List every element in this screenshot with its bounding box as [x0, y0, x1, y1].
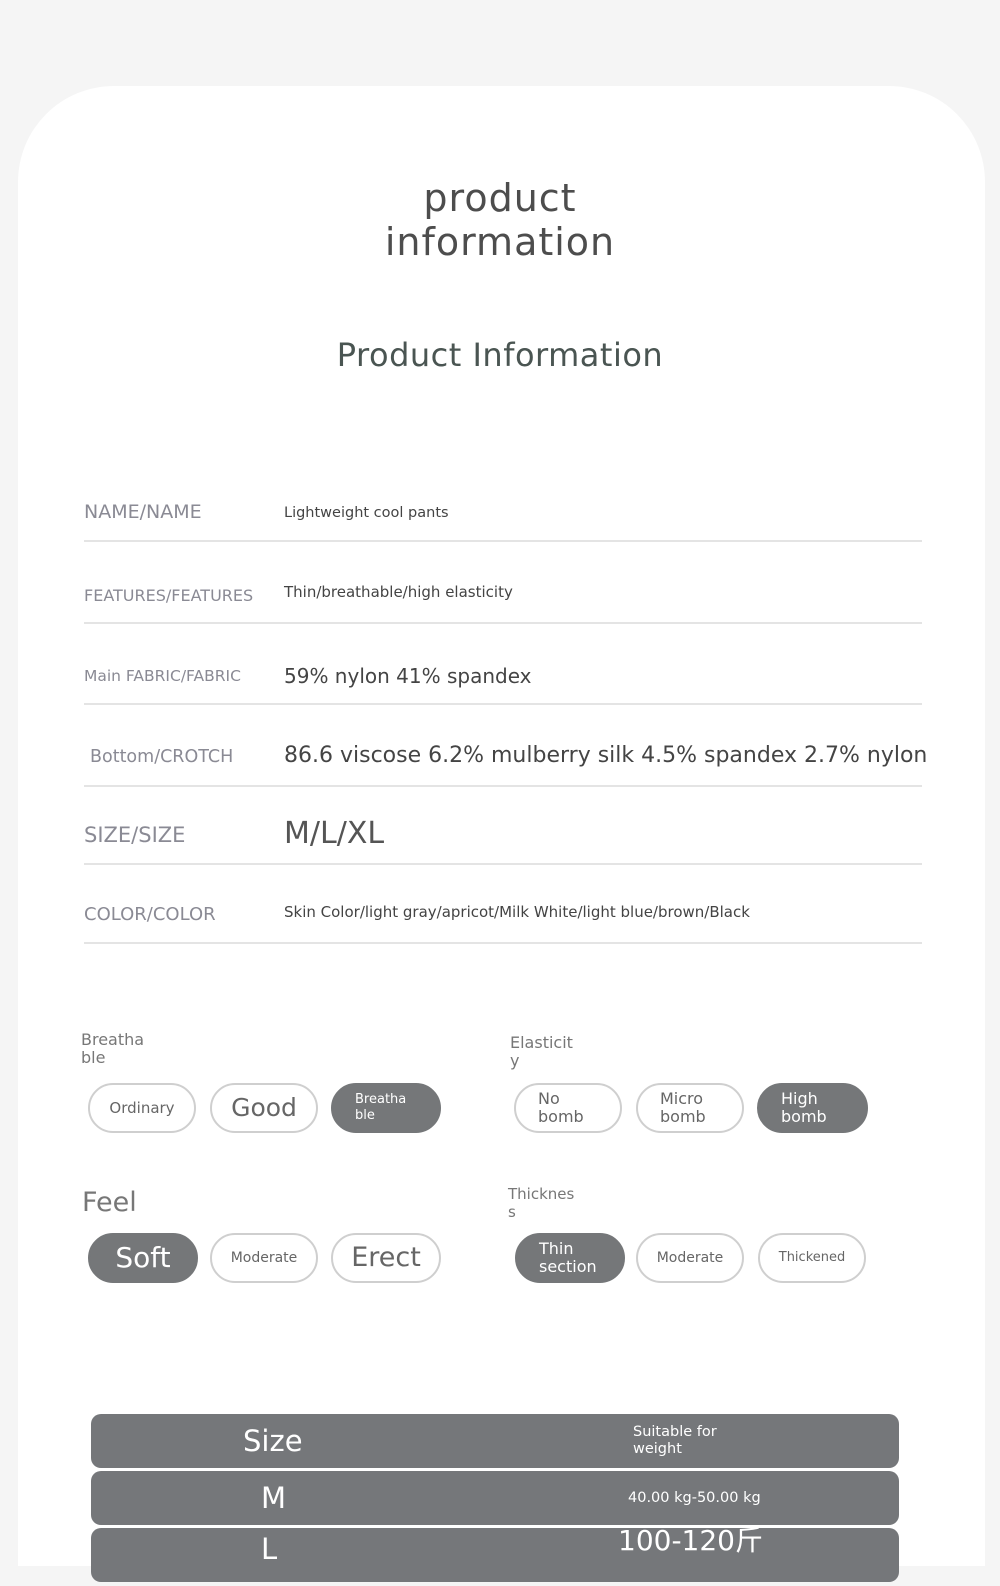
info-value: M/L/XL — [284, 816, 385, 851]
info-value: Thin/breathable/high elasticity — [284, 583, 513, 601]
info-row-color: COLOR/COLOR Skin Color/light gray/aprico… — [84, 902, 922, 944]
breathable-title: Breatha ble — [81, 1030, 145, 1067]
elasticity-option-no-bomb[interactable]: No bomb — [514, 1083, 622, 1133]
weight-header-label: Suitable for weight — [633, 1424, 717, 1457]
info-row-crotch: Bottom/CROTCH 86.6 viscose 6.2% mulberry… — [84, 742, 927, 787]
weight-cell: 40.00 kg-50.00 kg — [628, 1489, 761, 1506]
thickness-option-thin-section[interactable]: Thin section — [515, 1233, 625, 1283]
info-label: Main FABRIC/FABRIC — [84, 667, 241, 685]
info-label: NAME/NAME — [84, 501, 202, 523]
elasticity-option-high-bomb[interactable]: High bomb — [757, 1083, 868, 1133]
feel-option-moderate[interactable]: Moderate — [210, 1233, 318, 1283]
info-label: FEATURES/FEATURES — [84, 586, 254, 605]
thickness-option-thickened[interactable]: Thickened — [758, 1233, 866, 1283]
info-value: Skin Color/light gray/apricot/Milk White… — [284, 903, 750, 921]
info-value: Lightweight cool pants — [284, 505, 449, 521]
feel-option-soft[interactable]: Soft — [88, 1233, 198, 1283]
info-row-main-fabric: Main FABRIC/FABRIC 59% nylon 41% spandex — [84, 662, 922, 705]
elasticity-title: Elasticit y — [510, 1033, 573, 1070]
info-label: Bottom/CROTCH — [90, 747, 234, 767]
breathable-option-good[interactable]: Good — [210, 1083, 318, 1133]
hero-title-line2: information — [384, 220, 616, 264]
info-row-name: NAME/NAME Lightweight cool pants — [84, 497, 922, 542]
size-cell: L — [261, 1532, 278, 1566]
size-header-label: Size — [243, 1424, 303, 1458]
info-label: COLOR/COLOR — [84, 904, 216, 925]
weight-cell: 100-120斤 — [618, 1524, 763, 1557]
info-label: SIZE/SIZE — [84, 823, 186, 847]
size-table-row: M 40.00 kg-50.00 kg — [91, 1471, 899, 1525]
info-row-features: FEATURES/FEATURES Thin/breathable/high e… — [84, 582, 922, 624]
thickness-title: Thicknes s — [508, 1185, 575, 1221]
size-cell: M — [261, 1481, 287, 1515]
info-row-size: SIZE/SIZE M/L/XL — [84, 816, 922, 865]
size-table-header: Size Suitable for weight — [91, 1414, 899, 1468]
info-value: 59% nylon 41% spandex — [284, 664, 532, 688]
hero-title-line1: product — [423, 176, 577, 220]
thickness-option-moderate[interactable]: Moderate — [636, 1233, 744, 1283]
info-value: 86.6 viscose 6.2% mulberry silk 4.5% spa… — [284, 743, 928, 768]
section-title: Product Information — [336, 336, 664, 374]
elasticity-option-micro-bomb[interactable]: Micro bomb — [636, 1083, 744, 1133]
content-card — [18, 86, 985, 1566]
breathable-option-ordinary[interactable]: Ordinary — [88, 1083, 196, 1133]
hero-title: product information — [0, 176, 1000, 264]
size-table-row: L 100-120斤 — [91, 1527, 899, 1582]
breathable-option-breathable[interactable]: Breatha ble — [331, 1083, 441, 1133]
feel-title: Feel — [82, 1187, 137, 1218]
feel-option-erect[interactable]: Erect — [331, 1233, 441, 1283]
